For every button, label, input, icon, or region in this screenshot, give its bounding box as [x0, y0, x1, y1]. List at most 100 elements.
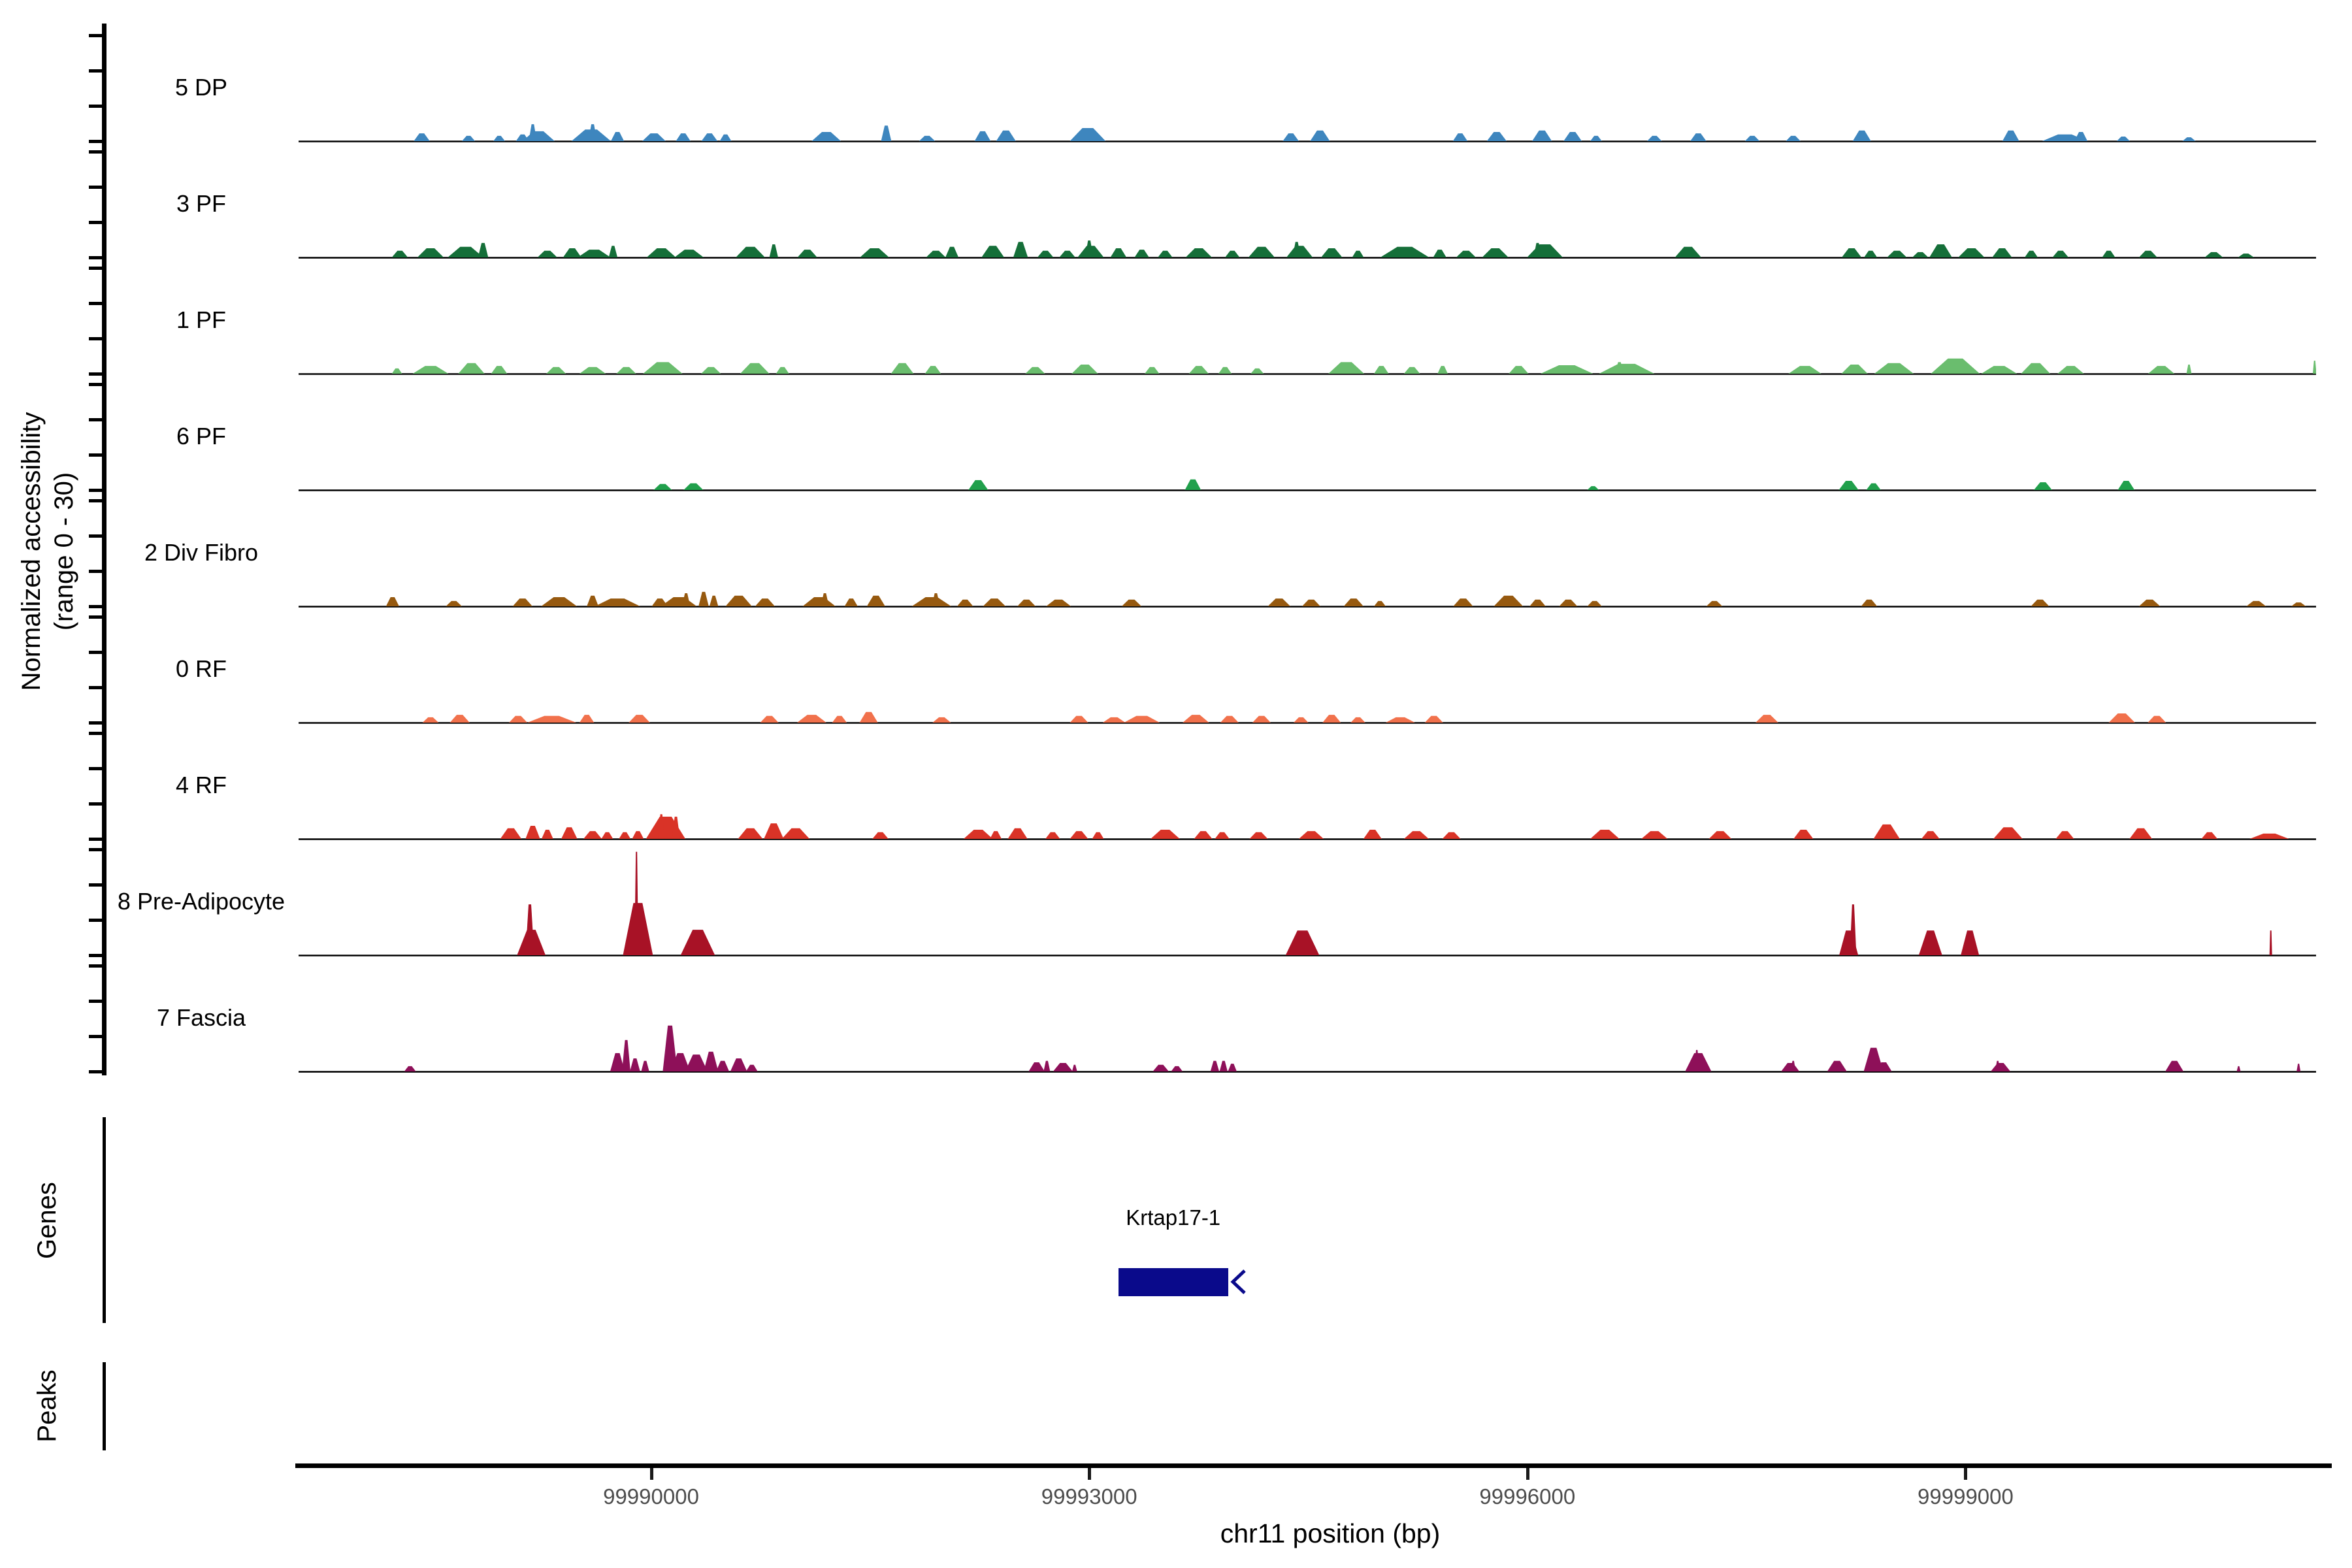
- accessibility-tick: [89, 383, 103, 386]
- signal-peak: [2236, 1066, 2241, 1071]
- signal-peak: [1210, 1060, 1220, 1071]
- signal-peak: [1590, 135, 1602, 141]
- signal-peak: [983, 598, 1006, 606]
- signal-peak: [2249, 833, 2289, 839]
- signal-peak: [1995, 1060, 2001, 1071]
- signal-peak: [1013, 242, 1028, 257]
- signal-peak: [1641, 831, 1668, 839]
- signal-peak: [1690, 133, 1707, 141]
- signal-peak: [1328, 362, 1364, 374]
- signal-peak: [1929, 244, 1952, 257]
- signal-peak: [561, 827, 578, 839]
- signal-peak: [1299, 831, 1324, 839]
- accessibility-tick: [89, 954, 103, 957]
- signal-peak: [701, 367, 721, 374]
- x-axis-line: [295, 1463, 2332, 1468]
- track-signal: [299, 1025, 2316, 1073]
- signal-peak: [1852, 130, 1871, 141]
- signal-peak: [2052, 250, 2069, 257]
- accessibility-tick: [89, 221, 103, 224]
- signal-peak: [653, 483, 672, 490]
- genes-section-label: Genes: [33, 1182, 61, 1259]
- signal-peak: [716, 1060, 730, 1071]
- signal-peak: [1352, 250, 1364, 257]
- signal-peak: [1321, 248, 1343, 257]
- signal-peak: [1184, 479, 1201, 490]
- signal-peak: [736, 246, 765, 257]
- signal-peak: [2117, 481, 2135, 490]
- accessibility-tick: [89, 883, 103, 887]
- signal-peak: [1219, 1060, 1228, 1071]
- signal-peak: [2269, 930, 2272, 955]
- signal-peak: [1070, 128, 1106, 141]
- signal-peak: [1674, 246, 1701, 257]
- signal-peak: [981, 246, 1004, 257]
- signal-peak: [1403, 831, 1429, 839]
- signal-peak: [661, 597, 697, 606]
- signal-peak: [701, 133, 718, 141]
- signal-peak: [709, 595, 719, 606]
- signal-peak: [945, 246, 959, 257]
- signal-peak: [1252, 715, 1271, 723]
- signal-peak: [859, 711, 878, 723]
- signal-peak: [1070, 715, 1088, 723]
- signal-peak: [1993, 827, 2023, 839]
- signal-peak: [1017, 599, 1036, 606]
- signal-peak: [1151, 830, 1180, 839]
- signal-peak: [1007, 828, 1028, 839]
- signal-peak: [730, 1058, 747, 1071]
- signal-peak: [924, 366, 941, 374]
- accessibility-tick: [89, 150, 103, 154]
- x-tick-label: 99990000: [603, 1484, 699, 1509]
- x-tick-label: 99993000: [1041, 1484, 1137, 1509]
- signal-peak: [1102, 717, 1126, 723]
- accessibility-tick: [89, 418, 103, 421]
- signal-peak: [412, 366, 449, 374]
- signal-peak: [2313, 361, 2316, 374]
- x-tick: [1964, 1468, 1968, 1480]
- signal-peak: [1134, 250, 1149, 257]
- signal-peak: [1292, 242, 1301, 257]
- signal-peak: [1220, 715, 1239, 723]
- signal-peak: [745, 1064, 758, 1071]
- signal-peak: [1294, 717, 1309, 723]
- x-axis-title: chr11 position (bp): [1220, 1518, 1441, 1548]
- track-label: 7 Fascia: [156, 1004, 246, 1031]
- signal-peak: [2031, 599, 2050, 606]
- signal-peak: [525, 904, 534, 955]
- signal-peak: [634, 851, 639, 955]
- signal-peak: [1509, 366, 1529, 374]
- signal-peak: [811, 132, 841, 141]
- signal-peak: [619, 832, 631, 839]
- gene-body: [1118, 1268, 1228, 1296]
- signal-peak: [512, 598, 532, 606]
- signal-peak: [563, 248, 581, 257]
- accessibility-tick: [89, 802, 103, 806]
- signal-peak: [1043, 1060, 1051, 1071]
- accessibility-tick: [89, 1035, 103, 1038]
- signal-peak: [683, 483, 704, 490]
- signal-peak: [611, 132, 625, 141]
- signal-peak: [646, 248, 676, 257]
- signal-peak: [1071, 1064, 1077, 1071]
- signal-peak: [1850, 904, 1857, 955]
- x-tick: [1526, 1468, 1529, 1480]
- signal-peak: [1756, 715, 1778, 723]
- accessibility-tick: [89, 919, 103, 922]
- track-signal: [299, 124, 2316, 142]
- signal-peak: [1433, 250, 1446, 257]
- accessibility-tick: [89, 767, 103, 770]
- signal-peak: [781, 828, 810, 839]
- signal-peak: [658, 814, 665, 839]
- signal-peak: [1152, 1064, 1169, 1071]
- signal-peak: [1482, 248, 1509, 257]
- signal-peak: [919, 135, 936, 141]
- signal-peak: [493, 135, 505, 141]
- signal-peak: [725, 595, 752, 606]
- signal-peak: [1452, 133, 1468, 141]
- track-label: 2 Div Fibro: [144, 539, 259, 566]
- accessibility-tick: [89, 499, 103, 502]
- signal-peak: [1374, 366, 1389, 374]
- signal-peak: [682, 593, 691, 606]
- signal-peak: [525, 826, 540, 839]
